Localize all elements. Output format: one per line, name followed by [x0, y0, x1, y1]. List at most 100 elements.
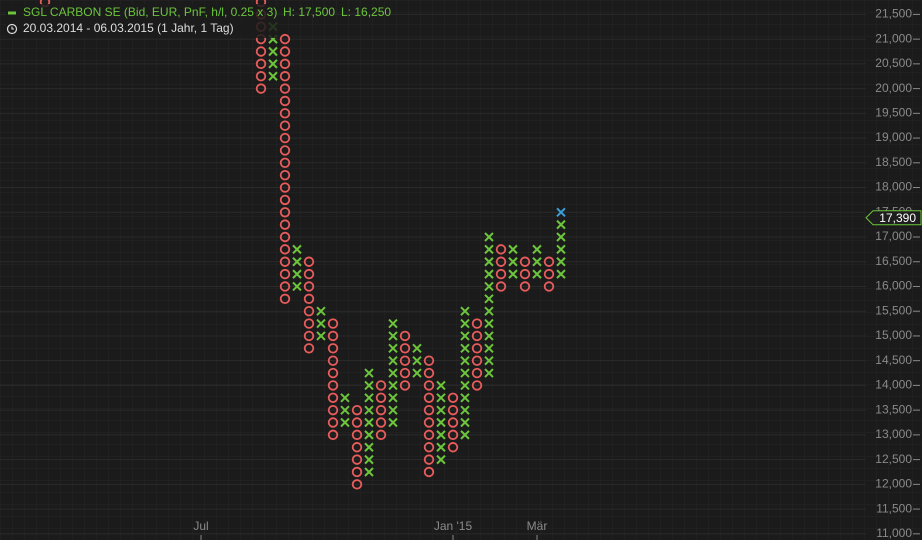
o-box — [351, 429, 363, 441]
y-tick-label: 15,000 — [875, 328, 912, 342]
x-box — [364, 430, 374, 440]
x-box — [460, 417, 470, 428]
x-box — [364, 467, 374, 477]
x-box — [436, 393, 446, 403]
x-box — [484, 306, 494, 316]
o-box — [255, 83, 267, 94]
o-box — [399, 380, 411, 391]
x-column — [340, 393, 350, 428]
y-tick-label: 18,000 — [875, 180, 912, 194]
o-box — [375, 429, 387, 441]
o-box — [327, 343, 339, 354]
y-tick-label: 14,500 — [875, 353, 912, 367]
o-column — [447, 392, 459, 453]
o-box — [279, 132, 291, 144]
x-box — [484, 232, 494, 242]
x-tick-label: Jul — [193, 519, 208, 533]
o-box — [423, 380, 435, 391]
x-box — [556, 269, 566, 279]
x-box — [484, 343, 494, 354]
x-box — [484, 294, 494, 304]
o-box — [375, 392, 387, 403]
x-box — [292, 269, 302, 279]
clock-icon — [6, 23, 18, 35]
o-column — [351, 404, 363, 490]
o-box — [471, 318, 483, 329]
o-box — [303, 343, 315, 354]
x-column — [532, 244, 542, 279]
o-box — [399, 367, 411, 379]
x-box — [388, 331, 398, 341]
x-box — [460, 430, 470, 440]
x-column — [460, 306, 470, 440]
o-box — [471, 343, 483, 354]
o-box — [351, 442, 363, 453]
x-box — [340, 405, 350, 415]
o-box — [327, 392, 339, 403]
x-box — [388, 343, 398, 354]
x-box — [412, 368, 422, 378]
o-box — [279, 108, 291, 119]
x-axis: Jul Jan '15 Mär — [193, 519, 547, 540]
x-box — [268, 46, 278, 57]
y-tick-label: 19,000 — [875, 130, 912, 144]
x-column — [436, 380, 446, 465]
y-tick-label: 16,500 — [875, 254, 912, 268]
x-box — [556, 257, 566, 267]
y-tick-label: 13,500 — [875, 402, 912, 416]
o-box — [279, 293, 291, 305]
o-column — [375, 380, 387, 441]
x-box — [412, 355, 422, 366]
o-box — [279, 157, 291, 169]
x-box — [508, 269, 518, 279]
x-box — [364, 442, 374, 452]
clock-hands — [11, 26, 14, 30]
o-box — [279, 194, 291, 206]
o-box — [495, 281, 507, 292]
o-column — [543, 256, 555, 292]
y-tick-label: 12,000 — [875, 477, 912, 491]
o-box — [327, 380, 339, 391]
o-box — [543, 256, 555, 267]
x-box — [388, 380, 398, 391]
o-box — [375, 417, 387, 428]
grid — [0, 13, 866, 535]
o-box — [375, 404, 387, 416]
y-tick-label: 20,000 — [875, 81, 912, 95]
o-box — [303, 306, 315, 317]
x-box — [460, 380, 470, 391]
o-box — [423, 367, 435, 379]
x-box — [556, 207, 566, 217]
x-box — [460, 331, 470, 341]
o-box — [255, 58, 267, 70]
y-tick-label: 11,000 — [876, 526, 912, 540]
o-box — [351, 404, 363, 416]
o-box — [375, 380, 387, 391]
x-column — [412, 343, 422, 378]
x-box — [532, 244, 542, 255]
o-column — [327, 318, 339, 441]
y-tick-label: 17,000 — [875, 229, 912, 243]
legend-high: H: 17,500 — [283, 5, 335, 19]
x-tick-label: Mär — [527, 519, 548, 533]
x-box — [388, 318, 398, 329]
y-tick-label: 20,500 — [875, 56, 912, 70]
o-box — [471, 330, 483, 342]
x-box — [316, 331, 326, 341]
o-column — [399, 330, 411, 391]
o-box — [423, 454, 435, 465]
o-box — [447, 417, 459, 428]
o-column — [495, 244, 507, 292]
y-tick-label: 21,000 — [875, 31, 912, 45]
x-box — [532, 269, 542, 279]
x-box — [292, 257, 302, 267]
x-box — [412, 343, 422, 354]
o-box — [519, 256, 531, 267]
x-box — [436, 405, 446, 415]
x-box — [484, 318, 494, 329]
x-box — [460, 306, 470, 316]
o-box — [543, 281, 555, 292]
x-box — [508, 244, 518, 255]
